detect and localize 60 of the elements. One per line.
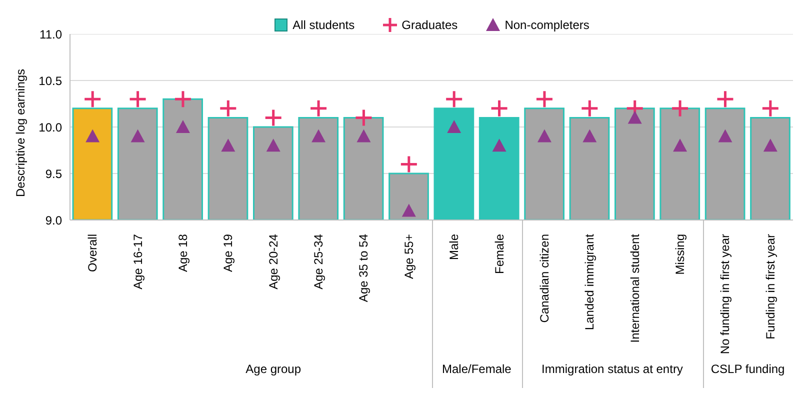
point: [492, 138, 506, 152]
y-tick-label: 10.5: [38, 74, 62, 88]
text: CSLP funding: [710, 362, 786, 376]
legend-label: All students: [292, 18, 355, 32]
point: [176, 120, 190, 133]
x-tick-label: Age 18: [176, 234, 190, 272]
point: [354, 108, 373, 127]
point: [174, 90, 192, 108]
point: [128, 90, 148, 108]
point: [264, 108, 283, 127]
point: [718, 129, 732, 142]
point: [628, 110, 642, 124]
x-tick-label: No funding in first year: [718, 234, 732, 354]
point: [86, 129, 100, 142]
point: [312, 129, 326, 142]
point: [356, 129, 371, 142]
x-tick-label: Age 20-24: [266, 234, 280, 290]
point: [221, 138, 236, 152]
x-tick-label: Age 55+: [402, 234, 416, 280]
x-tick-label: Male: [447, 234, 462, 260]
point: [309, 99, 328, 118]
point: [716, 90, 734, 108]
x-tick-label: Age 19: [221, 234, 236, 272]
point: [218, 99, 238, 118]
point: [761, 99, 780, 118]
y-axis-title: Descriptive log earnings: [13, 68, 28, 197]
point: [266, 138, 280, 152]
y-tick-label: 11.0: [40, 27, 62, 42]
point: [490, 99, 509, 118]
x-tick-label: Age 16-17: [130, 234, 145, 290]
point: [83, 90, 102, 108]
x-tick-label: Female: [492, 234, 506, 274]
legend-label: Graduates: [400, 18, 458, 32]
point: [535, 90, 554, 108]
y-tick-label: 9.0: [45, 213, 62, 228]
y-tick-label: 9.5: [45, 166, 62, 181]
point: [130, 129, 145, 142]
point: [447, 120, 462, 133]
x-tick-label: Missing: [673, 234, 688, 275]
text: Immigration status at entry: [540, 362, 684, 376]
text: Male/Female: [441, 362, 512, 376]
x-tick-label: Canadian citizen: [537, 234, 552, 323]
x-tick-label: International student: [628, 233, 642, 343]
point: [537, 129, 552, 142]
text: Age group: [244, 362, 302, 376]
point: [400, 154, 418, 174]
point: [444, 90, 464, 108]
legend-label: Non-completers: [504, 18, 590, 32]
x-tick-label: Overall: [86, 234, 100, 272]
x-tick-label: Landed immigrant: [582, 233, 597, 330]
x-tick-label: Age 25-34: [312, 234, 326, 290]
x-tick-label: Age 35 to 54: [356, 234, 371, 302]
point: [582, 129, 597, 142]
point: [402, 204, 416, 217]
y-tick-label: 10.0: [38, 120, 62, 134]
x-tick-label: Funding in first year: [763, 234, 778, 340]
point: [763, 138, 778, 152]
point: [673, 138, 688, 152]
point: [580, 99, 599, 118]
point: [670, 99, 690, 118]
